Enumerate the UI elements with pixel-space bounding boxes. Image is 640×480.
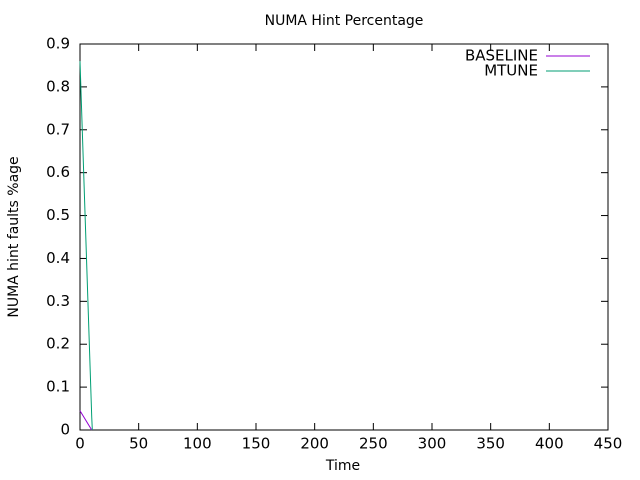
y-tick-label: 0.7 bbox=[46, 120, 70, 138]
y-tick-label: 0.3 bbox=[46, 292, 70, 310]
x-tick-label: 150 bbox=[242, 435, 271, 453]
x-tick-label: 50 bbox=[129, 435, 148, 453]
x-tick-label: 200 bbox=[300, 435, 329, 453]
data-line bbox=[79, 410, 93, 431]
x-tick-label: 350 bbox=[476, 435, 505, 453]
x-tick-label: 400 bbox=[535, 435, 564, 453]
x-tick-label: 450 bbox=[594, 435, 623, 453]
y-tick-label: 0 bbox=[60, 421, 70, 439]
data-line bbox=[79, 61, 93, 431]
y-tick-label: 0.1 bbox=[46, 378, 70, 396]
y-tick-label: 0.8 bbox=[46, 77, 70, 95]
y-tick-label: 0.5 bbox=[46, 206, 70, 224]
plot-frame bbox=[79, 43, 609, 431]
x-tick-label: 300 bbox=[418, 435, 447, 453]
x-tick-label: 100 bbox=[183, 435, 212, 453]
x-tick-label: 250 bbox=[359, 435, 388, 453]
x-axis-label: Time bbox=[325, 458, 360, 474]
x-tick-label: 0 bbox=[75, 435, 85, 453]
y-axis-label: NUMA hint faults %age bbox=[6, 156, 22, 317]
y-tick-label: 0.9 bbox=[46, 35, 70, 53]
y-tick-label: 0.6 bbox=[46, 163, 70, 181]
y-tick-label: 0.2 bbox=[46, 335, 70, 353]
legend-label: MTUNE bbox=[484, 62, 538, 80]
legend-label: BASELINE bbox=[465, 47, 538, 65]
chart-title: NUMA Hint Percentage bbox=[265, 13, 424, 29]
y-tick-label: 0.4 bbox=[46, 249, 70, 267]
